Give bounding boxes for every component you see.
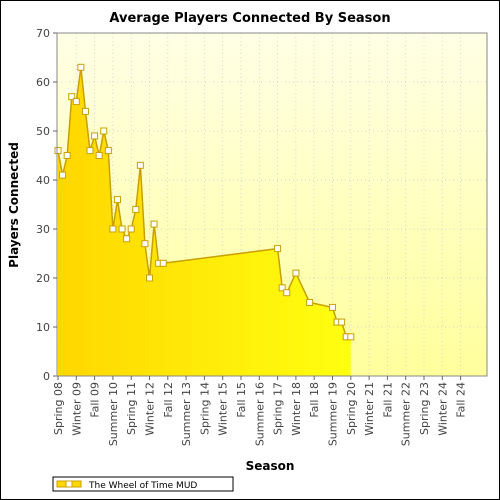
y-tick-label: 70 [36,27,50,40]
y-tick-label: 20 [36,272,50,285]
x-tick-label: Spring 11 [125,382,138,435]
y-tick-label: 30 [36,223,50,236]
x-tick-label: Summer 16 [253,382,266,446]
legend: The Wheel of Time MUD [52,476,234,492]
data-point [306,299,314,306]
data-point [136,161,144,169]
data-point [81,107,89,115]
data-point [347,333,355,341]
data-point [146,274,153,282]
y-tick-label: 10 [36,321,50,334]
data-point [59,171,67,179]
series-markers [54,63,355,341]
x-tick-label: Fall 09 [89,382,102,418]
y-axis: 0 10 20 30 40 50 60 70 [36,27,57,383]
x-tick-label: Fall 15 [235,382,248,418]
data-point [123,235,131,243]
data-point [159,259,167,267]
x-tick-label: Spring 23 [418,382,431,435]
x-tick-label: Fall 18 [308,382,321,418]
x-tick-label: Winter 18 [290,382,303,436]
x-tick-label: Winter 15 [217,382,230,436]
x-axis-label: Season [246,459,295,473]
data-point [338,318,346,326]
legend-marker [65,480,73,488]
x-tick-label: Winter 24 [436,382,449,436]
data-point [278,284,286,292]
data-point [63,152,71,159]
data-point [113,196,121,204]
data-point [127,225,135,233]
data-point [95,152,103,159]
data-point [274,245,282,253]
x-tick-label: Summer 10 [107,382,120,446]
x-tick-label: Fall 24 [455,382,468,418]
x-tick-label: Winter 21 [363,382,376,436]
x-tick-label: Spring 08 [52,382,65,435]
data-point [91,132,99,140]
data-point [77,63,85,71]
x-tick-label: Summer 22 [400,382,413,446]
x-tick-label: Fall 12 [162,382,175,418]
x-tick-label: Spring 14 [198,382,211,435]
data-point [54,147,62,155]
data-point [109,225,117,233]
x-axis: Spring 08 Winter 09 Fall 09 Summer 10 Spring… [52,376,468,446]
y-tick-label: 40 [36,174,50,187]
data-point [141,240,149,248]
data-point [132,205,140,213]
series-line [57,67,351,338]
x-tick-label: Spring 17 [272,382,285,435]
plot-border [56,32,488,377]
x-tick-label: Fall 21 [381,382,394,418]
y-tick-label: 60 [36,76,50,89]
y-axis-label: Players Connected [7,142,21,268]
data-point [329,303,336,311]
data-point [104,147,112,155]
legend-box [52,476,234,492]
x-tick-label: Winter 09 [70,382,83,436]
y-tick-label: 50 [36,125,50,138]
data-point [292,269,300,277]
x-tick-label: Summer 13 [180,382,193,446]
data-point [150,220,158,228]
data-point [118,225,126,233]
legend-label: The Wheel of Time MUD [88,481,197,491]
data-point [100,127,108,135]
chart-title: Average Players Connected By Season [109,11,390,26]
x-tick-label: Summer 19 [327,382,340,446]
x-tick-label: Spring 20 [345,382,358,435]
data-point [68,93,76,101]
data-point [72,98,80,106]
series-area [58,67,351,377]
x-tick-label: Winter 12 [144,382,157,436]
y-tick-label: 0 [43,370,50,383]
data-point [86,147,94,155]
data-point [283,289,291,297]
